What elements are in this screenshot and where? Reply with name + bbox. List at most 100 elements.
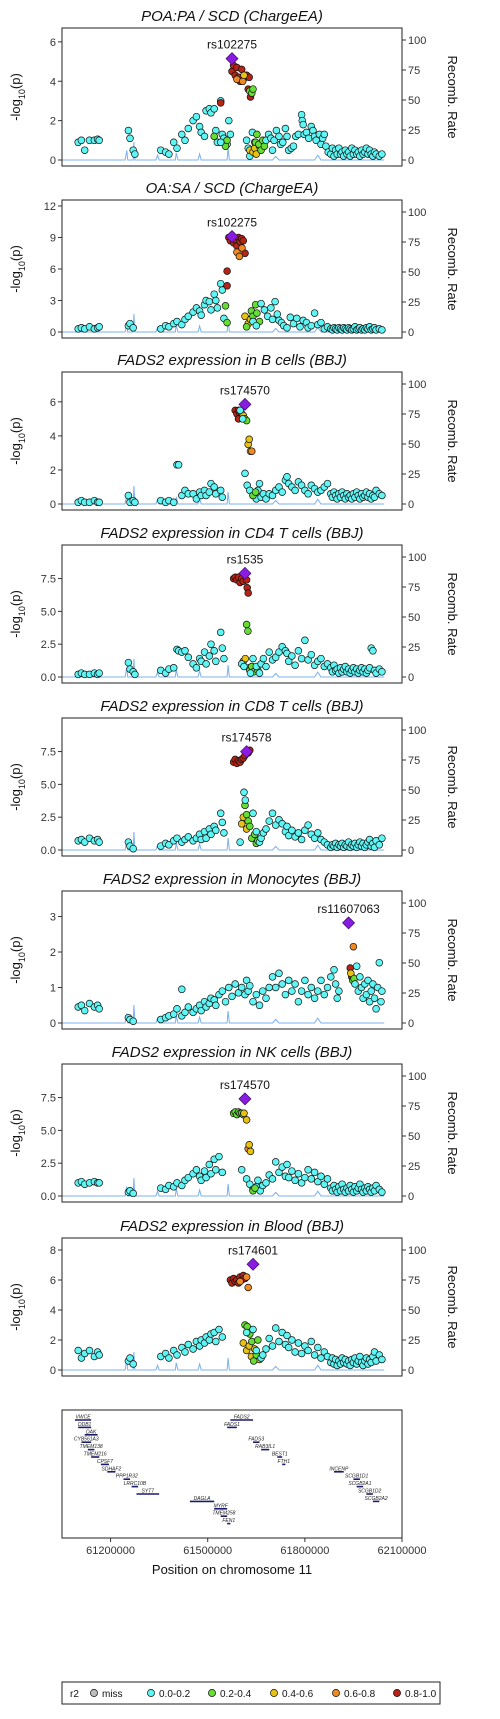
- snp-point: [252, 1346, 261, 1355]
- snp-point: [173, 1351, 181, 1359]
- snp-point: [270, 136, 278, 145]
- y-tick-label: 2.5: [41, 639, 56, 651]
- snp-point: [216, 99, 225, 107]
- snp-point: [218, 286, 227, 294]
- snp-point: [174, 461, 183, 469]
- y-tick-label: 2.5: [41, 812, 56, 824]
- snp-point: [241, 654, 250, 663]
- snp-point: [216, 628, 225, 637]
- snp-point: [242, 1273, 251, 1281]
- snp-point: [129, 1189, 137, 1198]
- snp-point: [173, 144, 181, 152]
- legend-frame: [61, 1681, 441, 1705]
- lead-snp-label: rs174601: [228, 1243, 278, 1257]
- snp-point: [255, 669, 264, 677]
- y2-tick-label: 100: [408, 379, 426, 391]
- panel-frame: [61, 1237, 403, 1377]
- snp-point: [80, 146, 89, 154]
- snp-point: [268, 809, 277, 818]
- snp-point: [77, 136, 86, 145]
- panel-6: FADS2 expression in Monocytes (BBJ) rs116…: [8, 871, 460, 1030]
- snp-point: [252, 990, 261, 999]
- snp-point: [317, 318, 325, 327]
- snp-point: [314, 1343, 322, 1352]
- y-tick-label: 8: [50, 1245, 56, 1257]
- panel-2: OA:SA / SCD (ChargeEA) rs102275 0 3 6 9 12 0 25 5…: [8, 180, 460, 339]
- snp-point: [288, 1167, 296, 1175]
- legend-label: 0.0-0.2: [159, 1689, 191, 1700]
- y2-axis-label: Recomb. Rate: [445, 745, 460, 828]
- gene-track-frame: [61, 1409, 403, 1539]
- snp-point: [317, 1172, 325, 1181]
- snp-point: [95, 498, 103, 507]
- snp-point: [310, 994, 319, 1002]
- y-axis-label: -log10(p): [8, 763, 27, 811]
- y2-tick-label: 100: [408, 1071, 426, 1083]
- y-tick-label: 0: [50, 1018, 56, 1030]
- legend-label: 0.2-0.4: [220, 1689, 252, 1700]
- snp-point: [378, 668, 386, 676]
- snp-point: [255, 1001, 264, 1010]
- snp-point: [317, 654, 325, 663]
- snp-point: [169, 498, 178, 507]
- snp-point: [192, 112, 201, 121]
- snp-point: [271, 1324, 280, 1332]
- snp-point: [297, 987, 306, 995]
- snp-point: [378, 150, 386, 158]
- y2-tick-label: 100: [408, 35, 426, 47]
- x-axis-label: Position on chromosome 11: [152, 1562, 312, 1577]
- snp-point: [378, 834, 386, 842]
- gene-label: PPP1R32: [116, 1474, 138, 1480]
- gene-label: DAGLA: [194, 1496, 212, 1502]
- y-tick-label: 2: [50, 1335, 56, 1347]
- snp-point: [372, 1005, 380, 1013]
- panel-frame: [61, 717, 403, 857]
- y2-tick-label: 75: [408, 65, 420, 77]
- snp-point: [181, 647, 189, 655]
- snp-point: [378, 1188, 386, 1196]
- snp-point: [291, 486, 299, 495]
- snp-point: [265, 817, 273, 825]
- panel-8: FADS2 expression in Blood (BBJ) rs174601 0…: [8, 1218, 460, 1377]
- snp-point: [301, 636, 309, 645]
- y2-tick-label: 0: [408, 155, 414, 167]
- snp-point: [252, 827, 261, 836]
- y2-tick-label: 0: [408, 672, 414, 684]
- snp-point: [304, 821, 312, 829]
- snp-point: [257, 299, 265, 308]
- snp-point: [331, 980, 340, 988]
- snp-point: [197, 311, 205, 319]
- snp-point: [252, 321, 261, 330]
- snp-point: [327, 973, 335, 981]
- panel-frame: [61, 27, 403, 167]
- y2-tick-label: 0: [408, 499, 414, 511]
- snp-point: [291, 980, 299, 988]
- gene-label: SCGB1D2: [358, 1489, 382, 1495]
- snp-point: [347, 969, 355, 978]
- snp-point: [288, 826, 296, 835]
- snp-point: [216, 809, 225, 818]
- snp-point: [231, 980, 239, 988]
- snp-point: [288, 1336, 296, 1344]
- snp-point: [262, 1179, 270, 1187]
- snp-point: [192, 1166, 201, 1174]
- y-axis-label: -log10(p): [8, 936, 27, 984]
- snp-point: [223, 267, 231, 275]
- snp-point: [307, 1337, 316, 1346]
- snp-point: [202, 834, 210, 842]
- snp-point: [320, 990, 329, 999]
- snp-point: [210, 290, 218, 298]
- snp-point: [207, 306, 215, 314]
- snp-point: [225, 116, 233, 125]
- snp-point: [242, 1328, 251, 1337]
- y2-axis-label: Recomb. Rate: [445, 1091, 460, 1174]
- snp-point: [184, 312, 193, 321]
- snp-point: [259, 654, 268, 663]
- snp-point: [236, 406, 244, 415]
- snp-point: [370, 994, 379, 1002]
- gene-label: DDB1: [78, 1422, 92, 1428]
- snp-point: [165, 150, 173, 158]
- snp-point: [246, 669, 255, 677]
- snp-point: [173, 1005, 181, 1013]
- snp-point: [238, 77, 247, 86]
